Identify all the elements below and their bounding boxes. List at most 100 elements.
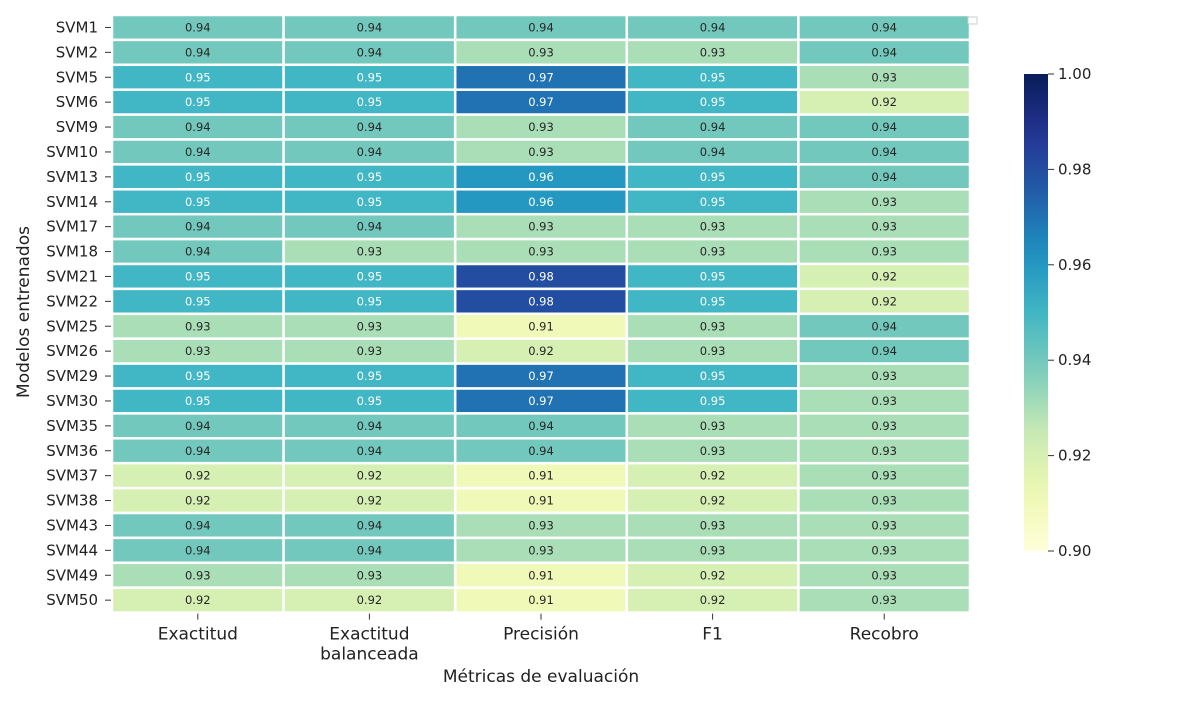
cell-value-label: 0.94	[185, 518, 211, 532]
cell-value-label: 0.93	[528, 518, 554, 532]
cell-value-label: 0.94	[357, 20, 383, 34]
colorbar-tick-label: 0.92	[1058, 447, 1091, 465]
heatmap-cell	[453, 387, 629, 415]
row-tick-label: SVM9	[56, 118, 98, 136]
cell-value-label: 0.94	[185, 444, 211, 458]
cell-value-label: 0.92	[700, 494, 726, 508]
cell-value-label: 0.94	[871, 145, 897, 159]
heatmap-cell	[110, 188, 285, 216]
cell-value-label: 0.93	[871, 70, 897, 84]
colorbar-tick-label: 0.96	[1058, 256, 1091, 274]
row-tick-label: SVM18	[46, 243, 98, 261]
row-tick-label: SVM22	[46, 292, 98, 310]
heatmap-cell	[797, 461, 972, 490]
cell-value-label: 0.95	[357, 170, 383, 184]
legend-box	[967, 16, 978, 25]
cell-value-label: 0.94	[185, 120, 211, 134]
cell-value-label: 0.93	[185, 568, 211, 582]
row-tick-label: SVM6	[56, 93, 98, 111]
cell-value-label: 0.94	[185, 543, 211, 557]
cell-value-label: 0.94	[528, 20, 554, 34]
cell-value-label: 0.96	[528, 170, 554, 184]
cell-value-label: 0.94	[871, 170, 897, 184]
cell-value-label: 0.93	[871, 593, 897, 607]
cell-value-label: 0.91	[528, 494, 554, 508]
heatmap-cell	[453, 536, 629, 565]
cell-value-label: 0.95	[700, 95, 726, 109]
cell-value-label: 0.94	[357, 444, 383, 458]
cell-value-label: 0.94	[357, 419, 383, 433]
row-tick-label: SVM2	[56, 43, 98, 61]
cell-value-label: 0.93	[700, 220, 726, 234]
cell-value-label: 0.97	[528, 70, 554, 84]
cell-value-label: 0.94	[700, 145, 726, 159]
cell-value-label: 0.95	[185, 195, 211, 209]
row-tick-label: SVM10	[46, 143, 98, 161]
cell-value-label: 0.93	[528, 120, 554, 134]
row-tick-label: SVM35	[46, 417, 98, 435]
cell-value-label: 0.93	[871, 518, 897, 532]
cell-value-label: 0.94	[871, 20, 897, 34]
cell-value-label: 0.93	[528, 220, 554, 234]
cell-value-label: 0.93	[871, 494, 897, 508]
cell-value-label: 0.94	[871, 319, 897, 333]
heatmap-cell	[282, 412, 457, 440]
cell-value-label: 0.93	[871, 369, 897, 383]
heatmap-cells: 0.94 0.94 0.94 0.94 0.94 0.94 0.94 0.93 0.93 0.94…	[110, 13, 972, 614]
cell-value-label: 0.92	[357, 494, 383, 508]
cell-value-label: 0.93	[357, 319, 383, 333]
cell-value-label: 0.95	[357, 95, 383, 109]
cell-value-label: 0.94	[871, 45, 897, 59]
row-tick-label: SVM1	[56, 18, 98, 36]
heatmap-cell	[797, 262, 972, 291]
cell-value-label: 0.94	[185, 245, 211, 259]
cell-value-label: 0.95	[357, 70, 383, 84]
cell-value-label: 0.95	[700, 170, 726, 184]
heatmap-cell	[110, 586, 285, 614]
cell-value-label: 0.98	[528, 294, 554, 308]
cell-value-label: 0.94	[357, 220, 383, 234]
cell-value-label: 0.95	[357, 369, 383, 383]
cell-value-label: 0.93	[528, 245, 554, 259]
cell-value-label: 0.94	[700, 120, 726, 134]
cell-value-label: 0.93	[871, 245, 897, 259]
cell-value-label: 0.93	[528, 543, 554, 557]
row-tick-label: SVM38	[46, 492, 98, 510]
column-tick-label: Exactitud balanceada	[320, 625, 419, 665]
heatmap-cell	[797, 586, 972, 614]
cell-value-label: 0.95	[357, 269, 383, 283]
cell-value-label: 0.94	[357, 120, 383, 134]
heatmap-cell	[797, 38, 972, 67]
cell-value-label: 0.92	[357, 469, 383, 483]
heatmap-cell	[453, 511, 629, 540]
row-tick-label: SVM29	[46, 367, 98, 385]
cell-value-label: 0.94	[185, 45, 211, 59]
heatmap-cell	[797, 337, 972, 365]
row-tick-label: SVM30	[46, 392, 98, 410]
cell-value-label: 0.93	[700, 319, 726, 333]
heatmap-cell	[797, 387, 972, 415]
cell-value-label: 0.93	[357, 245, 383, 259]
heatmap-cell	[453, 437, 629, 465]
cell-value-label: 0.95	[700, 269, 726, 283]
row-tick-label: SVM14	[46, 193, 98, 211]
heatmap-cell	[453, 337, 629, 365]
cell-value-label: 0.94	[357, 45, 383, 59]
heatmap-cell	[797, 561, 972, 589]
cell-value-label: 0.92	[185, 593, 211, 607]
heatmap-cell	[625, 362, 800, 390]
cell-value-label: 0.93	[871, 220, 897, 234]
row-tick-label: SVM21	[46, 267, 98, 285]
row-tick-label: SVM44	[46, 541, 98, 559]
cell-value-label: 0.95	[185, 170, 211, 184]
cell-value-label: 0.93	[528, 145, 554, 159]
cell-value-label: 0.93	[871, 195, 897, 209]
heatmap-cell	[110, 312, 285, 340]
colorbar: 0.90 0.92 0.94 0.96 0.98 1.00	[967, 16, 1091, 560]
column-tick-label: F1	[702, 625, 723, 645]
cell-value-label: 0.95	[700, 195, 726, 209]
cell-value-label: 0.91	[528, 568, 554, 582]
cell-value-label: 0.93	[871, 419, 897, 433]
cell-value-label: 0.94	[357, 543, 383, 557]
